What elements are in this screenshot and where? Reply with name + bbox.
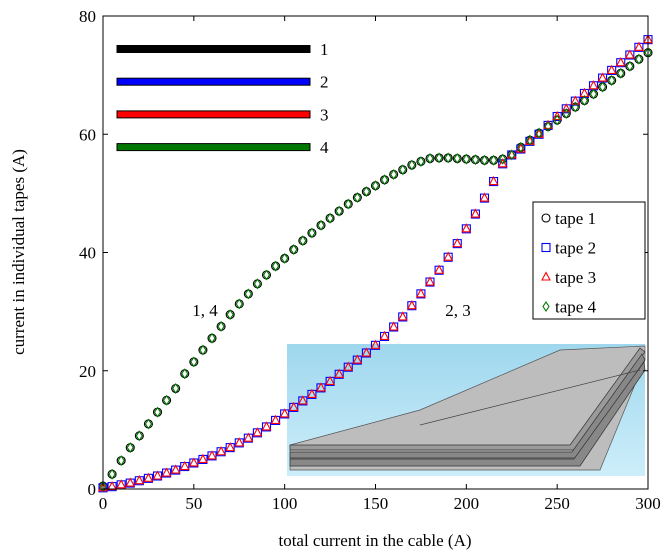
legend-label: tape 2 (555, 239, 596, 258)
key-label: 4 (320, 138, 329, 157)
y-tick-label: 80 (79, 7, 96, 26)
x-tick-label: 200 (454, 494, 480, 513)
marker (217, 447, 225, 455)
y-tick-label: 20 (79, 362, 96, 381)
marker (199, 455, 207, 463)
marker (635, 43, 643, 51)
legend-label: tape 4 (555, 298, 597, 317)
marker (599, 74, 607, 82)
marker (481, 194, 489, 202)
marker (471, 210, 479, 218)
marker (226, 443, 234, 451)
marker (462, 224, 470, 232)
x-tick-label: 300 (635, 494, 661, 513)
annotation: 1, 4 (192, 301, 218, 320)
marker (608, 66, 616, 74)
x-tick-label: 250 (544, 494, 570, 513)
x-tick-label: 0 (99, 494, 108, 513)
marker (381, 332, 389, 340)
x-tick-label: 50 (185, 494, 202, 513)
x-tick-label: 100 (272, 494, 298, 513)
legend-label: tape 1 (555, 209, 596, 228)
marker (208, 451, 216, 459)
key-line (117, 144, 310, 151)
marker (390, 322, 398, 330)
marker (272, 416, 280, 424)
key-label: 1 (320, 40, 329, 59)
marker (399, 312, 407, 320)
key-line (117, 78, 310, 85)
marker (444, 253, 452, 261)
marker (490, 177, 498, 185)
marker (253, 428, 261, 436)
marker (617, 58, 625, 65)
marker (626, 51, 634, 59)
key-label: 2 (320, 73, 329, 92)
y-tick-label: 40 (79, 244, 96, 263)
marker (135, 476, 143, 484)
key-line (117, 111, 310, 118)
marker (408, 301, 416, 309)
legend-label: tape 3 (555, 268, 596, 287)
marker (181, 462, 189, 470)
marker (435, 266, 443, 274)
marker (453, 239, 461, 247)
chart: total current in the cable (A) current i… (0, 0, 668, 552)
y-tick-label: 60 (79, 125, 96, 144)
y-axis-label: current in individual tapes (A) (9, 149, 28, 355)
marker (426, 278, 434, 286)
key-line (117, 46, 310, 53)
marker (144, 474, 152, 482)
marker (126, 479, 134, 487)
inset-image (287, 344, 645, 476)
annotation: 2, 3 (445, 301, 471, 320)
key-label: 3 (320, 105, 329, 124)
marker (417, 289, 425, 297)
marker (235, 438, 243, 446)
marker (190, 458, 198, 466)
x-axis-label: total current in the cable (A) (278, 531, 471, 550)
marker (263, 422, 271, 430)
marker (590, 81, 598, 89)
marker (172, 466, 180, 474)
marker (117, 480, 125, 488)
marker (154, 471, 162, 479)
x-tick-label: 150 (363, 494, 389, 513)
marker (244, 434, 252, 442)
y-tick-label: 0 (88, 480, 97, 499)
marker (163, 469, 171, 477)
